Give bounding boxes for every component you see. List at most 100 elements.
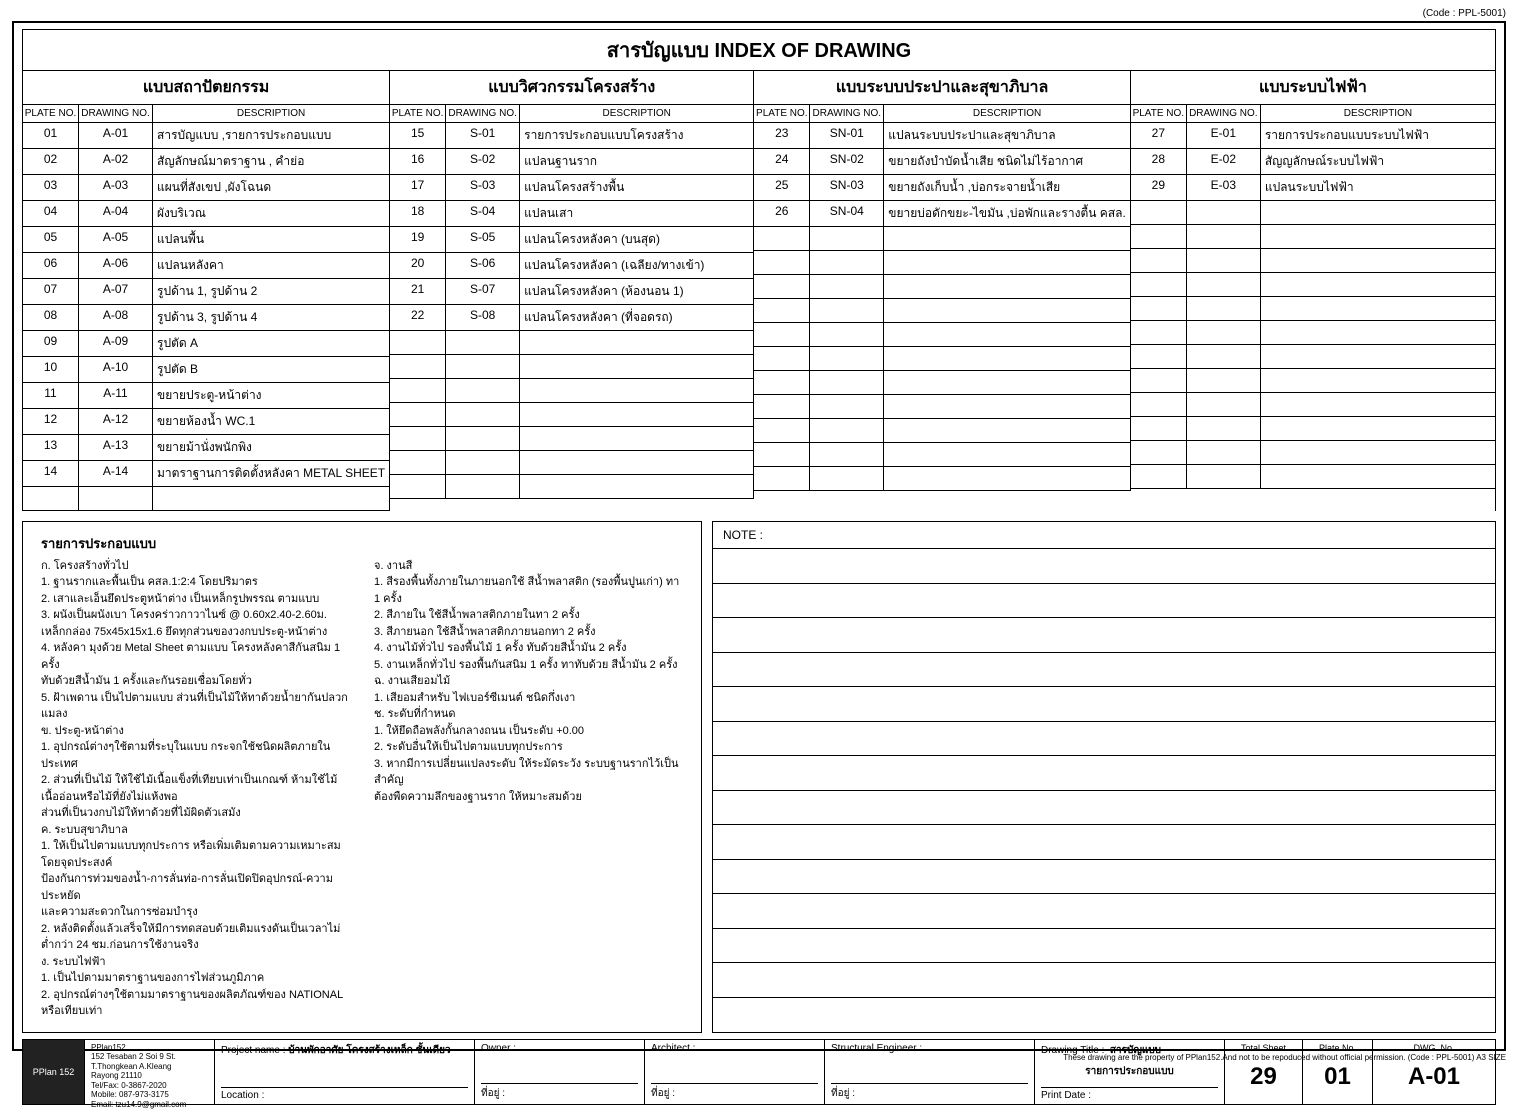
cell-desc: รูปตัด A — [153, 331, 390, 357]
cell-dwg: E-02 — [1187, 149, 1261, 175]
spec-line: 3. สีภายนอก ใช้สีน้ำพลาสติกภายนอกทา 2 คร… — [374, 624, 683, 641]
spec-title: รายการประกอบแบบ — [41, 534, 683, 554]
cell-plate — [390, 403, 446, 427]
cell-desc — [520, 379, 754, 403]
spec-line: 1. อุปกรณ์ต่างๆใช้ตามที่ระบุในแบบ กระจกใ… — [41, 739, 350, 772]
note-blank-line — [713, 963, 1495, 998]
cell-desc: สัญญลักษณ์ระบบไฟฟ้า — [1261, 149, 1495, 175]
table-row — [390, 379, 754, 403]
cell-desc: แปลนระบบไฟฟ้า — [1261, 175, 1495, 201]
table-row — [390, 451, 754, 475]
cell-dwg — [810, 347, 884, 371]
cell-dwg: A-02 — [79, 149, 153, 175]
cell-desc: ขยายบ่อดักขยะ-ไขมัน ,บ่อพักและรางตื้น คส… — [884, 201, 1131, 227]
col-header-plate: PLATE NO. — [754, 105, 810, 123]
cell-desc — [1261, 201, 1495, 225]
cell-dwg — [446, 331, 520, 355]
cell-dwg: A-13 — [79, 435, 153, 461]
spec-line: ค. ระบบสุขาภิบาล — [41, 822, 350, 839]
cell-desc: แปลนระบบประปาและสุขาภิบาล — [884, 123, 1131, 149]
cell-desc — [884, 299, 1131, 323]
cell-desc: สัญลักษณ์มาตราฐาน , คำย่อ — [153, 149, 390, 175]
print-label: Print Date : — [1041, 1087, 1218, 1101]
spec-line: ป้องกันการท่วมของน้ำ-การลั่นท่อ-การลั่นเ… — [41, 871, 350, 904]
col-header-desc: DESCRIPTION — [884, 105, 1131, 123]
table-row: 06A-06แปลนหลังคา — [23, 253, 390, 279]
total-sheet-cell: Total Sheet 29 — [1225, 1040, 1303, 1104]
cell-desc: แปลนโครงหลังคา (ห้องนอน 1) — [520, 279, 754, 305]
table-row — [754, 419, 1131, 443]
cell-plate — [390, 451, 446, 475]
table-row: 27E-01รายการประกอบแบบระบบไฟฟ้า — [1131, 123, 1495, 149]
cell-plate — [1131, 225, 1187, 249]
cell-plate — [1131, 465, 1187, 489]
cell-plate — [1131, 441, 1187, 465]
table-row: 11A-11ขยายประตู-หน้าต่าง — [23, 383, 390, 409]
table-row: 02A-02สัญลักษณ์มาตราฐาน , คำย่อ — [23, 149, 390, 175]
spec-line: 1. ฐานรากและพื้นเป็น คสล.1:2:4 โดยปริมาต… — [41, 574, 350, 591]
table-row — [1131, 321, 1495, 345]
table-row — [390, 427, 754, 451]
cell-plate: 07 — [23, 279, 79, 305]
spec-line: ช. ระดับที่กำหนด — [374, 706, 683, 723]
cell-desc: รูปด้าน 3, รูปด้าน 4 — [153, 305, 390, 331]
section-title: แบบระบบไฟฟ้า — [1131, 71, 1495, 105]
spec-line: 1. ให้เป็นไปตามแบบทุกประการ หรือเพิ่มเติ… — [41, 838, 350, 871]
cell-desc: แปลนพื้น — [153, 227, 390, 253]
cell-plate: 20 — [390, 253, 446, 279]
cell-plate — [1131, 321, 1187, 345]
cell-plate — [754, 275, 810, 299]
cell-desc — [884, 419, 1131, 443]
cell-dwg — [810, 323, 884, 347]
note-blank-line — [713, 687, 1495, 722]
cell-dwg — [1187, 201, 1261, 225]
cell-dwg: A-12 — [79, 409, 153, 435]
cell-plate — [1131, 273, 1187, 297]
cell-dwg — [810, 251, 884, 275]
cell-plate: 22 — [390, 305, 446, 331]
table-row — [754, 371, 1131, 395]
cell-dwg — [810, 443, 884, 467]
cell-dwg — [1187, 369, 1261, 393]
cell-dwg: S-06 — [446, 253, 520, 279]
drawing-title-cell: Drawing Title : สารบัญแบบ รายการประกอบแบ… — [1035, 1040, 1225, 1104]
dwg-no-cell: DWG. No. A-01 — [1373, 1040, 1495, 1104]
cell-dwg: A-11 — [79, 383, 153, 409]
table-row: 22S-08แปลนโครงหลังคา (ที่จอดรถ) — [390, 305, 754, 331]
spec-line: 2. หลังติดตั้งแล้วเสร็จให้มีการทดสอบด้วย… — [41, 921, 350, 954]
spec-line: 5. ฝ้าเพดาน เป็นไปตามแบบ ส่วนที่เป็นไม้ใ… — [41, 690, 350, 723]
cell-plate: 02 — [23, 149, 79, 175]
table-row — [1131, 273, 1495, 297]
table-row — [1131, 345, 1495, 369]
cell-dwg: A-09 — [79, 331, 153, 357]
cell-desc: ขยายประตู-หน้าต่าง — [153, 383, 390, 409]
cell-plate — [754, 251, 810, 275]
cell-dwg: S-03 — [446, 175, 520, 201]
cell-dwg: A-05 — [79, 227, 153, 253]
cell-plate: 09 — [23, 331, 79, 357]
cell-desc — [520, 331, 754, 355]
drawing-frame: สารบัญแบบ INDEX OF DRAWING แบบสถาปัตยกรร… — [12, 21, 1506, 1051]
note-blank-line — [713, 791, 1495, 826]
table-row — [1131, 249, 1495, 273]
owner-cell: Owner : ที่อยู่ : — [475, 1040, 645, 1104]
arch-label: Architect : — [651, 1043, 818, 1054]
table-row: 29E-03แปลนระบบไฟฟ้า — [1131, 175, 1495, 201]
cell-plate: 21 — [390, 279, 446, 305]
table-row — [754, 467, 1131, 491]
spec-line: จ. งานสี — [374, 558, 683, 575]
table-row: 04A-04ผังบริเวณ — [23, 201, 390, 227]
cell-desc — [520, 427, 754, 451]
cell-desc — [1261, 345, 1495, 369]
col-header-dwg: DRAWING NO. — [810, 105, 884, 123]
cell-dwg — [446, 403, 520, 427]
table-row — [390, 403, 754, 427]
table-row — [23, 487, 390, 511]
project-cell: Project name : บ้านพักอาศัย โครงสร้างเหล… — [215, 1040, 475, 1104]
table-row: 12A-12ขยายห้องน้ำ WC.1 — [23, 409, 390, 435]
cell-plate — [754, 443, 810, 467]
cell-dwg: S-08 — [446, 305, 520, 331]
cell-desc — [1261, 441, 1495, 465]
table-row: 18S-04แปลนเสา — [390, 201, 754, 227]
cell-desc — [884, 227, 1131, 251]
